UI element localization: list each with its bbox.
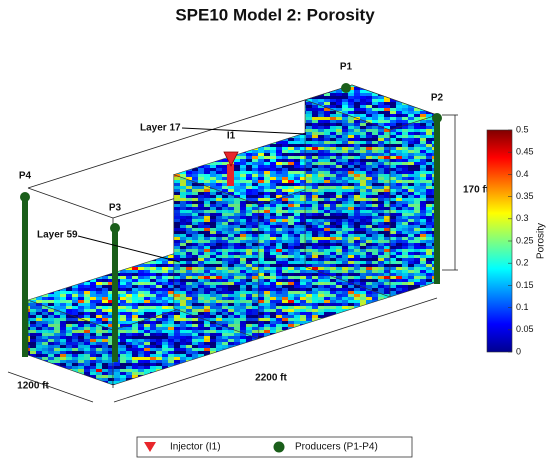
title: SPE10 Model 2: Porosity xyxy=(175,5,375,24)
dimension-lines xyxy=(7,114,458,403)
well-label: P3 xyxy=(109,203,122,214)
colorbar-tick-label: 0.4 xyxy=(516,169,529,179)
face-shade xyxy=(305,99,391,297)
colorbar-tick-label: 0 xyxy=(516,346,521,356)
well-label: P1 xyxy=(340,62,353,73)
colorbar-tick-label: 0.1 xyxy=(516,302,529,312)
colorbar-tick-label: 0.15 xyxy=(516,280,534,290)
colorbar-tick-label: 0.45 xyxy=(516,147,534,157)
legend: Injector (I1) Producers (P1-P4) xyxy=(136,436,413,458)
dimension-label: 170 ft xyxy=(463,185,490,196)
legend-entry: Producers (P1-P4) xyxy=(295,442,378,453)
reservoir-grid xyxy=(27,84,438,386)
injector-i1: I1 xyxy=(223,131,239,186)
well-label: I1 xyxy=(227,131,236,142)
colorbar-tick-label: 0.2 xyxy=(516,258,529,268)
annotation-arrow xyxy=(77,235,181,263)
annotation-arrow xyxy=(181,127,307,135)
face-shade xyxy=(28,300,113,385)
colorbar-label: Porosity xyxy=(536,223,547,259)
face-shade xyxy=(390,115,437,297)
producer-wells xyxy=(20,83,442,362)
colorbar-tick-label: 0.35 xyxy=(516,191,534,201)
colorbar-tick-label: 0.05 xyxy=(516,324,534,334)
colorbar-tick-label: 0.5 xyxy=(516,124,529,134)
colorbar xyxy=(486,129,513,353)
well-label: P2 xyxy=(431,93,444,104)
legend-entry: Injector (I1) xyxy=(170,442,221,453)
layer-annotation: Layer 59 xyxy=(37,230,78,241)
well-label: P4 xyxy=(19,171,32,182)
face-shade xyxy=(173,174,259,339)
dimension-label: 1200 ft xyxy=(17,381,49,392)
colorbar-tick-label: 0.3 xyxy=(516,213,529,223)
dimension-label: 2200 ft xyxy=(255,373,287,384)
colorbar-tick-label: 0.25 xyxy=(516,235,534,245)
layer-annotation: Layer 17 xyxy=(140,123,181,134)
